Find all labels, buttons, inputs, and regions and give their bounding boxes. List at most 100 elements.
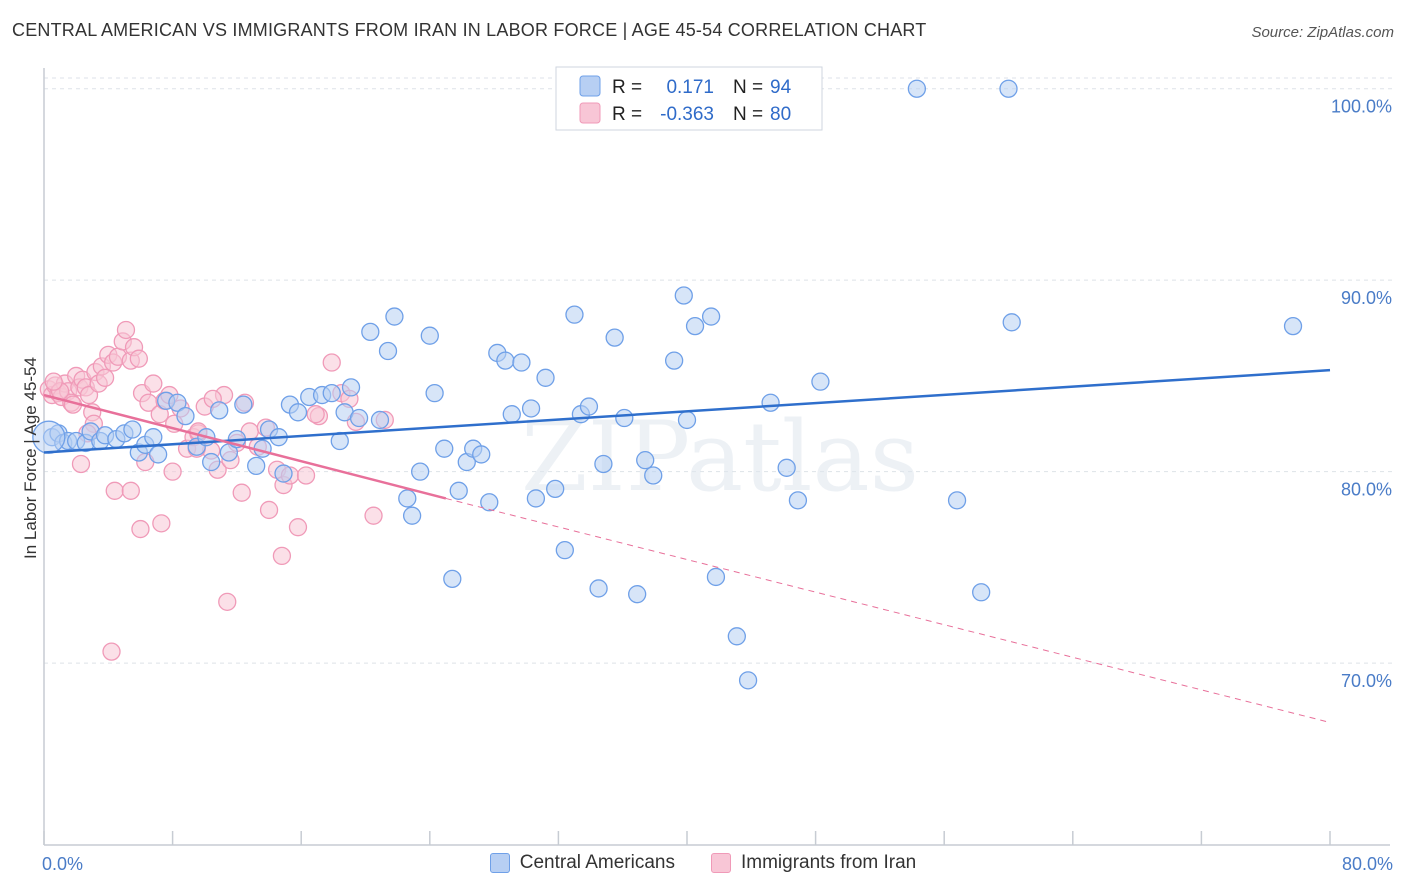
central-american-point xyxy=(341,378,361,397)
central-american-point xyxy=(546,479,565,499)
central-american-point xyxy=(420,326,439,345)
y-tick-label: 90.0% xyxy=(1341,288,1392,308)
central-american-point xyxy=(288,403,308,422)
legend-r-label-2: R = xyxy=(612,104,642,125)
central-american-point xyxy=(234,395,253,414)
x-tick-label-max: 80.0% xyxy=(1342,854,1393,874)
central-american-point xyxy=(972,583,991,602)
central-american-point xyxy=(385,307,404,326)
central-american-point xyxy=(176,406,195,426)
central-american-point xyxy=(472,445,491,464)
iran-point xyxy=(71,454,91,474)
central-american-point xyxy=(907,79,927,98)
legend-swatch-central xyxy=(579,75,601,97)
legend-label-central: Central Americans xyxy=(519,852,675,873)
central-american-point xyxy=(589,579,608,598)
central-american-point xyxy=(555,540,574,560)
legend-n-label-2: N = xyxy=(733,104,763,125)
legend-swatch-central-bottom xyxy=(489,853,510,873)
central-american-point xyxy=(210,401,229,420)
legend-swatch-iran-bottom xyxy=(710,853,731,873)
iran-point xyxy=(116,320,136,340)
central-american-point xyxy=(425,383,444,403)
iran-point xyxy=(218,592,237,611)
central-american-point xyxy=(536,368,555,387)
tick-labels: 70.0% 80.0% 90.0% 100.0% 0.0% 80.0% xyxy=(42,97,1393,874)
central-american-point xyxy=(443,569,462,589)
x-tick-label-min: 0.0% xyxy=(42,854,83,874)
central-american-point xyxy=(148,445,168,464)
trend-lines xyxy=(43,368,1331,723)
central-american-point xyxy=(727,627,746,646)
central-american-point xyxy=(605,328,624,347)
iran-point xyxy=(364,506,383,525)
legend-label-iran: Immigrants from Iran xyxy=(740,852,917,873)
iran-trend xyxy=(43,393,447,500)
central-american-point xyxy=(701,307,721,326)
legend-n-central: 94 xyxy=(770,77,792,98)
central-american-point xyxy=(526,489,546,508)
central-american-point xyxy=(594,454,613,474)
inset-legend: R = 0.171 N = 94 R = -0.363 N = 80 xyxy=(555,66,823,131)
central-american-point xyxy=(398,489,417,508)
y-tick-label: 100.0% xyxy=(1331,97,1392,117)
iran-point xyxy=(121,481,140,500)
central-american-point xyxy=(685,316,705,336)
bottom-legend: Central Americans Immigrants from Iran xyxy=(0,852,1406,874)
iran-points xyxy=(39,320,394,661)
y-tick-label: 70.0% xyxy=(1341,671,1392,691)
central-american-point xyxy=(435,439,454,458)
central-american-point xyxy=(219,443,239,462)
central-american-point xyxy=(947,491,967,510)
central-american-point xyxy=(274,464,293,483)
iran-point xyxy=(95,368,115,387)
central-american-point xyxy=(322,383,341,403)
central-american-point xyxy=(811,372,830,391)
central-american-point xyxy=(706,567,726,587)
legend-r-central: 0.171 xyxy=(666,77,714,98)
central-american-trend xyxy=(43,368,1331,454)
central-american-point xyxy=(449,481,468,500)
central-american-point xyxy=(1283,316,1303,336)
iran-point xyxy=(152,514,171,533)
iran-point xyxy=(44,372,63,391)
central-american-point xyxy=(644,466,663,485)
central-american-points xyxy=(32,79,1303,690)
central-american-point xyxy=(123,420,142,439)
iran-point xyxy=(232,483,251,502)
central-american-point xyxy=(411,462,430,481)
iran-point xyxy=(105,481,124,500)
legend-n-iran: 80 xyxy=(770,104,791,125)
legend-n-label: N = xyxy=(733,77,763,98)
legend-swatch-iran xyxy=(579,102,601,124)
iran-point xyxy=(322,353,341,372)
central-american-point xyxy=(628,585,647,604)
legend-r-iran: -0.363 xyxy=(660,104,714,125)
axes xyxy=(43,68,1390,846)
central-american-point xyxy=(565,305,584,324)
iran-point xyxy=(296,466,316,485)
central-american-point xyxy=(247,456,266,476)
source-label: Source: ZipAtlas.com xyxy=(1251,24,1394,41)
y-tick-label: 80.0% xyxy=(1341,480,1392,500)
iran-point xyxy=(144,374,163,393)
iran-point xyxy=(163,462,182,481)
central-american-point xyxy=(788,491,808,510)
iran-point xyxy=(102,642,121,661)
central-american-point xyxy=(361,322,380,342)
central-american-point xyxy=(402,506,422,525)
central-american-point xyxy=(512,353,531,372)
iran-point xyxy=(129,349,148,368)
central-american-point xyxy=(674,286,693,305)
central-american-point xyxy=(677,410,697,430)
legend-item-iran: Immigrants from Iran xyxy=(710,852,917,874)
central-american-point xyxy=(370,410,390,430)
central-american-point xyxy=(502,405,521,424)
iran-point xyxy=(272,546,292,566)
chart-title: CENTRAL AMERICAN VS IMMIGRANTS FROM IRAN… xyxy=(12,20,927,40)
central-american-point xyxy=(480,493,499,512)
central-american-point xyxy=(738,671,758,690)
central-american-point xyxy=(144,428,163,447)
central-american-point xyxy=(777,458,796,477)
